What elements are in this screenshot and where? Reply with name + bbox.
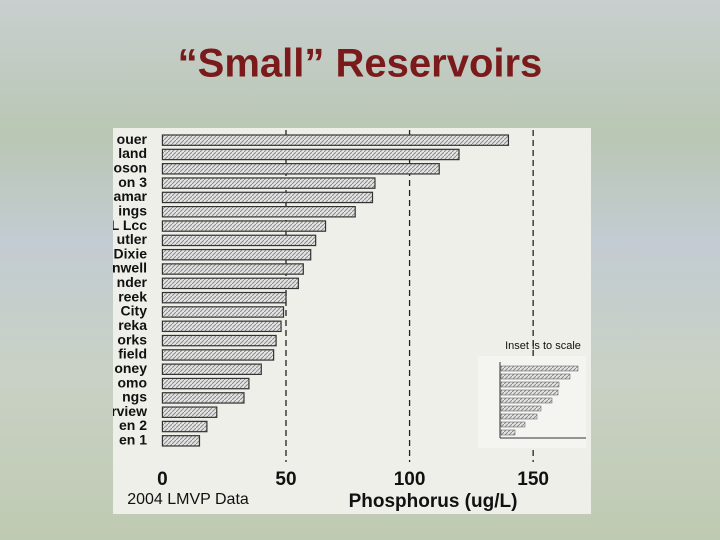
y-tick-label: en 1 [119,432,147,448]
source-note: 2004 LMVP Data [127,491,249,508]
y-tick-label: ings [118,202,147,218]
inset-bar [500,365,579,372]
bar [161,234,317,247]
y-tick-label: orks [117,331,147,347]
y-tick-label: Dixie [114,245,148,261]
y-tick-label: amar [114,188,148,204]
bar [161,148,460,161]
inset-bar [500,389,559,396]
bar [161,248,312,261]
bar [161,420,208,433]
y-tick-label: en 2 [119,417,147,433]
y-tick-label: ngs [122,389,147,405]
y-tick-label: field [118,346,147,362]
y-tick-label: ouer [117,131,148,147]
inset-bar [500,373,571,380]
slide-title: “Small” Reservoirs [178,42,543,86]
y-tick-label: on 3 [118,174,147,190]
bar [161,349,275,361]
y-tick-label: oson [114,159,147,175]
y-tick-label: rview [111,403,147,419]
x-tick-label: 50 [275,469,296,490]
y-tick-label: nwell [112,260,147,276]
bar [161,277,299,290]
y-tick-label: utler [117,231,148,247]
y-tick-label: L Lcc [111,217,148,233]
x-tick-label: 150 [517,469,549,490]
bar [161,163,440,175]
x-tick-label: 0 [157,469,168,490]
bar [161,291,287,304]
inset-bar [500,381,560,388]
bar [161,306,285,318]
bar [161,134,510,146]
bar [161,392,245,404]
bar [161,435,201,447]
y-tick-label: omo [117,374,147,390]
bar [161,220,327,232]
x-tick-label: 100 [394,469,426,490]
inset-bar [500,397,553,404]
bar [161,406,218,418]
inset-bar [500,421,526,428]
bar [161,320,282,333]
bar [161,334,277,347]
bar [161,263,304,275]
y-tick-label: land [118,145,147,161]
bar [161,191,374,204]
inset-bar [500,405,542,412]
bar [161,205,356,218]
inset [478,356,586,448]
inset-note: Inset is to scale [505,340,581,352]
inset-bar [500,429,516,436]
y-tick-label: reka [118,317,147,333]
y-tick-label: reek [118,288,147,304]
bar [161,177,376,189]
inset-bar [500,413,538,420]
y-tick-label: nder [117,274,148,290]
y-tick-label: oney [114,360,147,376]
bar [161,377,250,390]
y-tick-label: City [121,303,148,319]
bar [161,363,262,376]
x-axis-label: Phosphorus (ug/L) [349,491,518,512]
